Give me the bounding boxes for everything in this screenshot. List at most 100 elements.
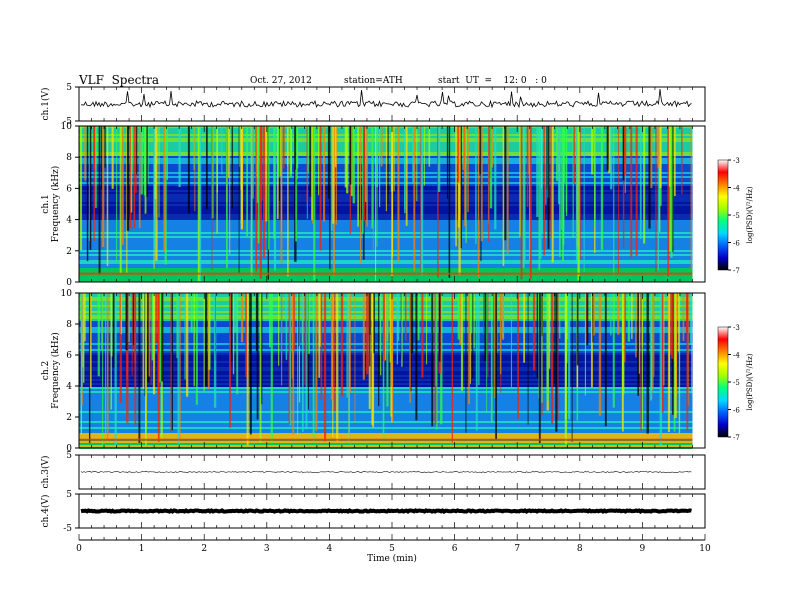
sferic-line	[641, 293, 643, 430]
spectrogram-band	[79, 437, 693, 439]
y-tick-label: 5	[66, 490, 72, 500]
sferic-line	[232, 293, 235, 375]
sferic-line	[371, 126, 374, 229]
sferic-line	[440, 293, 443, 425]
sferic-line	[293, 293, 295, 351]
sferic-line	[277, 126, 280, 178]
sferic-line	[592, 293, 595, 336]
spectrogram-band	[79, 411, 693, 413]
spectrogram-band	[79, 391, 693, 393]
sferic-line	[354, 293, 356, 424]
sferic-line	[178, 126, 181, 187]
sferic-line	[302, 293, 304, 432]
sferic-line	[282, 126, 285, 169]
sferic-line	[686, 293, 689, 431]
spectrogram-band	[79, 172, 693, 174]
sferic-line	[577, 126, 580, 281]
sferic-line	[350, 126, 353, 197]
sferic-line	[378, 293, 380, 407]
sferic-line	[89, 293, 92, 389]
sferic-line	[600, 126, 604, 250]
spectrogram-band	[79, 250, 693, 252]
sferic-line	[285, 293, 288, 360]
spectrogram-band	[79, 369, 693, 371]
sferic-line	[205, 126, 208, 210]
x-tick-label: 5	[389, 544, 395, 554]
sferic-line	[384, 293, 387, 361]
spectrogram-band	[79, 244, 693, 246]
sferic-line	[438, 126, 441, 192]
x-tick-label: 4	[327, 544, 333, 554]
sferic-line	[97, 293, 100, 377]
sferic-line	[583, 126, 585, 272]
sferic-line	[681, 126, 683, 194]
spectrogram-band	[79, 140, 693, 142]
spectrogram-band	[79, 246, 693, 248]
sferic-line	[506, 126, 509, 255]
sferic-line	[193, 293, 195, 387]
sferic-line	[142, 293, 145, 389]
sferic-line	[259, 126, 262, 279]
x-tick-label: 9	[640, 544, 646, 554]
sferic-line	[161, 293, 164, 382]
sferic-line	[464, 126, 466, 227]
spectrogram-band	[79, 383, 693, 385]
spectrogram-band	[79, 138, 693, 140]
spectrogram-band	[79, 381, 693, 383]
sferic-line	[164, 126, 167, 265]
sferic-line	[504, 126, 507, 241]
sferic-line	[657, 126, 660, 169]
sferic-line	[436, 293, 438, 430]
sferic-line	[95, 126, 97, 208]
sferic-line	[138, 126, 141, 228]
sferic-line	[584, 293, 586, 396]
spectrogram-band	[79, 405, 693, 407]
spectrogram-band	[79, 248, 693, 250]
spectrogram-band	[79, 202, 693, 204]
spectrogram-band	[79, 130, 693, 132]
sferic-line	[652, 293, 654, 390]
sferic-line	[234, 293, 237, 333]
sferic-line	[141, 126, 143, 195]
sferic-line	[239, 126, 241, 167]
sferic-line	[557, 293, 559, 421]
sferic-line	[228, 126, 230, 178]
spectrogram-band	[79, 234, 693, 236]
spectrogram-band	[79, 192, 693, 194]
sferic-line	[238, 126, 240, 273]
spectrogram-band	[79, 409, 693, 411]
x-tick-label: 1	[139, 544, 145, 554]
sferic-line	[199, 126, 202, 282]
spectrogram-band	[79, 170, 693, 172]
spectrogram-band	[79, 258, 693, 260]
spectrogram-band	[79, 429, 693, 431]
sferic-line	[93, 126, 95, 241]
sferic-line	[612, 293, 615, 408]
sferic-line	[523, 126, 526, 264]
sferic-line	[106, 293, 109, 440]
sferic-line	[529, 126, 532, 280]
sferic-line	[617, 293, 620, 335]
date-label: Oct. 27, 2012	[250, 76, 312, 86]
sferic-line	[669, 293, 671, 414]
sferic-line	[486, 293, 488, 413]
y-tick-label: 10	[61, 289, 73, 299]
spectrogram-band	[79, 166, 693, 168]
sferic-line	[262, 126, 266, 258]
sferic-line	[147, 293, 150, 382]
sferic-line	[494, 126, 497, 230]
sferic-line	[565, 126, 568, 217]
sferic-line	[674, 293, 677, 419]
sferic-line	[295, 126, 298, 242]
sferic-line	[184, 293, 186, 380]
sferic-line	[334, 293, 336, 412]
sferic-line	[386, 293, 389, 407]
x-tick-label: 0	[76, 544, 82, 554]
sferic-line	[112, 293, 115, 368]
sferic-line	[590, 293, 593, 388]
sferic-line	[548, 293, 551, 369]
spectrogram-band	[79, 433, 693, 435]
sferic-line	[475, 293, 478, 431]
y-tick-label: 10	[61, 122, 73, 132]
sferic-line	[312, 293, 315, 443]
